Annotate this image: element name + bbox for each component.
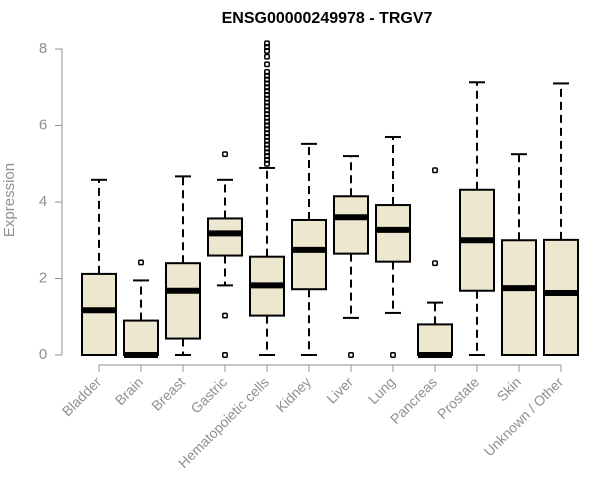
iqr-box bbox=[207, 217, 243, 257]
iqr-box bbox=[333, 195, 369, 255]
box-9 bbox=[459, 81, 495, 356]
iqr-box bbox=[81, 272, 117, 356]
outlier-point bbox=[264, 61, 270, 68]
outlier-point bbox=[138, 259, 144, 266]
box-11 bbox=[543, 82, 579, 356]
outlier-point bbox=[222, 352, 228, 358]
outlier-point bbox=[264, 53, 270, 60]
box-10 bbox=[501, 153, 537, 356]
outlier-point bbox=[222, 151, 228, 158]
outlier-point bbox=[264, 69, 270, 75]
x-tick-label: Unknown / Other bbox=[481, 374, 567, 460]
iqr-box bbox=[123, 319, 159, 357]
x-tick-label: Lung bbox=[365, 374, 398, 407]
y-axis: 0 2 4 6 8 bbox=[39, 40, 63, 363]
x-tick-label: Pancreas bbox=[387, 374, 440, 427]
box-8 bbox=[417, 167, 453, 358]
outlier-point bbox=[432, 260, 438, 267]
outlier-point bbox=[264, 40, 270, 47]
x-tick-label: Breast bbox=[148, 374, 188, 414]
outlier-point bbox=[390, 352, 396, 358]
y-tick-label: 4 bbox=[39, 193, 47, 210]
iqr-box bbox=[291, 218, 327, 291]
x-tick-label: Liver bbox=[323, 374, 356, 407]
box-6 bbox=[333, 155, 369, 358]
iqr-box bbox=[375, 204, 411, 263]
iqr-box bbox=[543, 238, 579, 356]
y-tick-label: 8 bbox=[39, 40, 47, 57]
x-tick-label: Skin bbox=[494, 374, 525, 405]
box-3 bbox=[207, 151, 243, 358]
y-axis-label: Expression bbox=[1, 163, 18, 237]
x-tick-label: Bladder bbox=[59, 374, 105, 420]
plot-area bbox=[81, 40, 579, 358]
y-tick-label: 6 bbox=[39, 116, 47, 133]
x-tick-label: Kidney bbox=[273, 374, 315, 416]
chart-title: ENSG00000249978 - TRGV7 bbox=[222, 10, 433, 27]
iqr-box bbox=[165, 262, 201, 340]
x-tick-label: Prostate bbox=[434, 374, 482, 422]
box-2 bbox=[165, 175, 201, 356]
outlier-point bbox=[222, 312, 228, 319]
y-tick-label: 2 bbox=[39, 269, 47, 286]
box-5 bbox=[291, 142, 327, 356]
outlier-point bbox=[432, 167, 438, 174]
outlier-point bbox=[348, 352, 354, 358]
box-0 bbox=[81, 178, 117, 356]
iqr-box bbox=[417, 323, 453, 356]
box-7 bbox=[375, 135, 411, 358]
iqr-box bbox=[501, 239, 537, 356]
y-tick-label: 0 bbox=[39, 346, 47, 363]
box-4 bbox=[249, 40, 285, 356]
x-tick-label: Brain bbox=[112, 374, 146, 408]
box-1 bbox=[123, 259, 159, 358]
